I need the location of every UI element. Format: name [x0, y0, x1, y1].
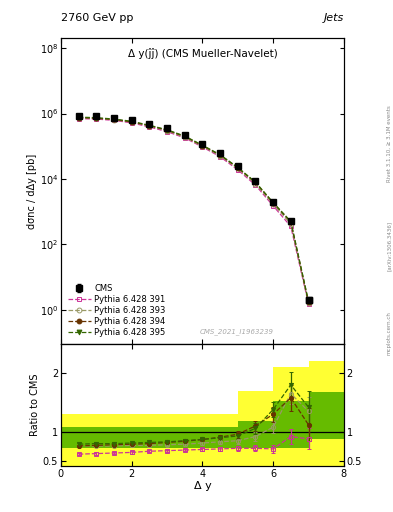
Pythia 6.428 391	[165, 129, 169, 135]
Pythia 6.428 394	[288, 219, 293, 225]
Pythia 6.428 391	[147, 124, 152, 130]
Pythia 6.428 395	[200, 142, 205, 148]
Pythia 6.428 395	[182, 133, 187, 139]
Pythia 6.428 391	[182, 135, 187, 141]
Pythia 6.428 391	[129, 120, 134, 126]
Pythia 6.428 395	[76, 114, 81, 120]
Pythia 6.428 395	[235, 164, 240, 170]
Line: Pythia 6.428 395: Pythia 6.428 395	[76, 115, 311, 304]
Pythia 6.428 393	[253, 181, 258, 187]
Pythia 6.428 391	[271, 203, 275, 209]
Pythia 6.428 391	[306, 301, 311, 307]
Pythia 6.428 393	[94, 115, 99, 121]
Line: Pythia 6.428 393: Pythia 6.428 393	[76, 115, 311, 305]
Line: Pythia 6.428 391: Pythia 6.428 391	[76, 116, 311, 306]
Pythia 6.428 394	[306, 299, 311, 305]
Text: 2760 GeV pp: 2760 GeV pp	[61, 13, 133, 23]
Pythia 6.428 394	[129, 119, 134, 125]
Text: Jets: Jets	[323, 13, 344, 23]
Pythia 6.428 394	[147, 122, 152, 129]
Pythia 6.428 394	[253, 179, 258, 185]
Pythia 6.428 395	[253, 179, 258, 185]
Pythia 6.428 391	[200, 144, 205, 150]
Pythia 6.428 393	[165, 127, 169, 134]
Pythia 6.428 395	[165, 126, 169, 133]
Pythia 6.428 391	[253, 182, 258, 188]
Y-axis label: Ratio to CMS: Ratio to CMS	[30, 374, 40, 436]
Pythia 6.428 394	[112, 116, 116, 122]
Pythia 6.428 394	[200, 142, 205, 148]
Pythia 6.428 393	[112, 117, 116, 123]
Pythia 6.428 393	[182, 134, 187, 140]
Pythia 6.428 393	[147, 123, 152, 129]
Pythia 6.428 393	[76, 115, 81, 121]
Pythia 6.428 391	[288, 223, 293, 229]
Pythia 6.428 394	[165, 127, 169, 133]
Pythia 6.428 393	[200, 143, 205, 150]
Pythia 6.428 395	[288, 218, 293, 224]
Pythia 6.428 391	[76, 116, 81, 122]
Text: Δ y(ĵĵ) (CMS Mueller-Navelet): Δ y(ĵĵ) (CMS Mueller-Navelet)	[127, 48, 277, 58]
Text: Rivet 3.1.10, ≥ 3.1M events: Rivet 3.1.10, ≥ 3.1M events	[387, 105, 392, 182]
Pythia 6.428 391	[235, 167, 240, 173]
Pythia 6.428 394	[182, 133, 187, 139]
Pythia 6.428 393	[288, 221, 293, 227]
Pythia 6.428 393	[129, 119, 134, 125]
Pythia 6.428 391	[94, 116, 99, 122]
Pythia 6.428 391	[218, 154, 222, 160]
Pythia 6.428 395	[271, 199, 275, 205]
Text: [arXiv:1306.3436]: [arXiv:1306.3436]	[387, 221, 392, 271]
Pythia 6.428 394	[76, 115, 81, 121]
Pythia 6.428 394	[271, 200, 275, 206]
Pythia 6.428 393	[235, 165, 240, 172]
X-axis label: Δ y: Δ y	[193, 481, 211, 492]
Pythia 6.428 395	[129, 118, 134, 124]
Line: Pythia 6.428 394: Pythia 6.428 394	[76, 115, 311, 305]
Pythia 6.428 391	[112, 117, 116, 123]
Pythia 6.428 393	[271, 201, 275, 207]
Text: mcplots.cern.ch: mcplots.cern.ch	[387, 311, 392, 355]
Pythia 6.428 393	[306, 300, 311, 306]
Pythia 6.428 394	[235, 165, 240, 171]
Pythia 6.428 394	[94, 115, 99, 121]
Pythia 6.428 395	[112, 116, 116, 122]
Pythia 6.428 395	[218, 152, 222, 158]
Pythia 6.428 395	[306, 298, 311, 304]
Pythia 6.428 395	[147, 122, 152, 129]
Pythia 6.428 393	[218, 153, 222, 159]
Pythia 6.428 394	[218, 152, 222, 158]
Text: CMS_2021_I1963239: CMS_2021_I1963239	[199, 328, 274, 335]
Legend: CMS, Pythia 6.428 391, Pythia 6.428 393, Pythia 6.428 394, Pythia 6.428 395: CMS, Pythia 6.428 391, Pythia 6.428 393,…	[65, 281, 168, 339]
Pythia 6.428 395	[94, 115, 99, 121]
Y-axis label: dσnc / dΔy [pb]: dσnc / dΔy [pb]	[27, 154, 37, 229]
